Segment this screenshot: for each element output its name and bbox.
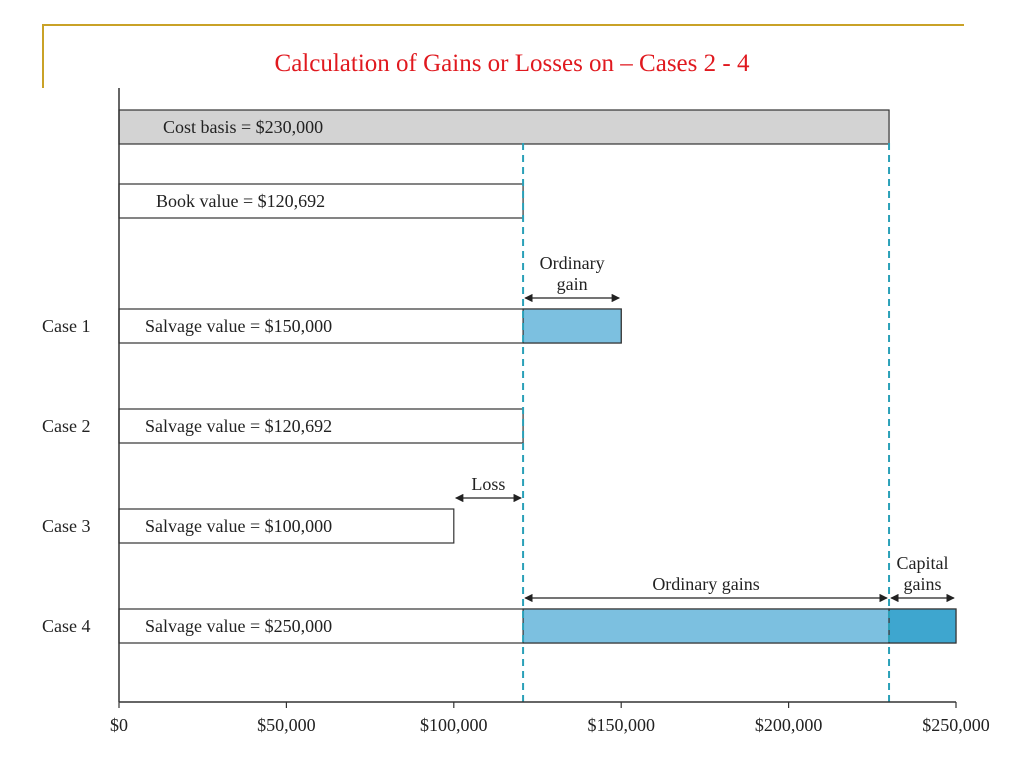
annotation-label-1-1: Ordinary	[540, 253, 605, 273]
case-label-6: Case 4	[42, 616, 91, 636]
x-tick-label-4: $150,000	[587, 715, 655, 735]
frame-left-line	[42, 24, 44, 88]
x-tick-label-5: $200,000	[755, 715, 823, 735]
bar-label-6: Salvage value = $250,000	[145, 616, 332, 636]
bar-label-4: Salvage value = $120,692	[145, 416, 332, 436]
case-label-4: Case 2	[42, 416, 91, 436]
case-label-3: Case 1	[42, 316, 91, 336]
bar-label-1: Cost basis = $230,000	[163, 117, 323, 137]
bar-label-3: Salvage value = $150,000	[145, 316, 332, 336]
case-label-5: Case 3	[42, 516, 91, 536]
annotation-label-1-2: gain	[557, 274, 588, 294]
bar-1	[118, 109, 890, 145]
gain-bar-6-1	[522, 608, 890, 644]
slide-title: Calculation of Gains or Losses on – Case…	[274, 50, 750, 77]
bar-label-2: Book value = $120,692	[156, 191, 325, 211]
gain-bar-6-2	[888, 608, 957, 644]
x-tick-label-2: $50,000	[257, 715, 316, 735]
frame-top-line	[42, 24, 964, 26]
annotation-label-4-1: Capital	[897, 553, 949, 573]
annotation-label-2-1: Loss	[471, 474, 505, 494]
x-tick-label-6: $250,000	[922, 715, 990, 735]
annotation-label-4-2: gains	[904, 574, 942, 594]
bar-5	[118, 508, 455, 544]
x-tick-label-3: $100,000	[420, 715, 488, 735]
bar-label-5: Salvage value = $100,000	[145, 516, 332, 536]
x-tick-label-1: $0	[110, 715, 128, 735]
gain-bar-3-1	[522, 308, 622, 344]
annotation-label-3-1: Ordinary gains	[652, 574, 759, 594]
